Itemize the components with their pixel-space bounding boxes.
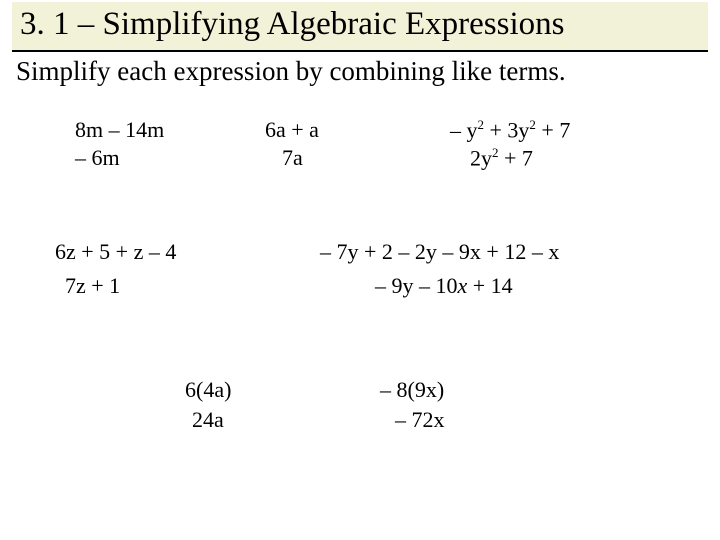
- slide: 3. 1 – Simplifying Algebraic Expressions…: [0, 0, 720, 540]
- expr-r1-left-1: 8m – 14m: [75, 117, 164, 143]
- page-title: 3. 1 – Simplifying Algebraic Expressions: [20, 6, 700, 44]
- expr-r3-left-1: 6(4a): [185, 377, 231, 403]
- math-area: 8m – 14m – 6m 6a + a 7a – y2 + 3y2 + 7 2…: [10, 99, 710, 529]
- expr-r1-right-2: 2y2 + 7: [470, 145, 533, 171]
- expr-r2-right-2: – 9y – 10x + 14: [375, 273, 513, 299]
- instruction-text: Simplify each expression by combining li…: [16, 56, 704, 87]
- expr-r2-left-1: 6z + 5 + z – 4: [55, 239, 176, 265]
- expr-r2-right-1: – 7y + 2 – 2y – 9x + 12 – x: [320, 239, 559, 265]
- expr-r1-mid-1: 6a + a: [265, 117, 319, 143]
- expr-r1-right-1: – y2 + 3y2 + 7: [450, 117, 570, 143]
- expr-r3-left-2: 24a: [192, 407, 224, 433]
- expr-r1-left-2: – 6m: [75, 145, 120, 171]
- expr-r2-left-2: 7z + 1: [65, 273, 120, 299]
- title-box: 3. 1 – Simplifying Algebraic Expressions: [12, 2, 708, 52]
- expr-r3-right-2: – 72x: [395, 407, 445, 433]
- expr-r1-mid-2: 7a: [282, 145, 303, 171]
- expr-r3-right-1: – 8(9x): [380, 377, 444, 403]
